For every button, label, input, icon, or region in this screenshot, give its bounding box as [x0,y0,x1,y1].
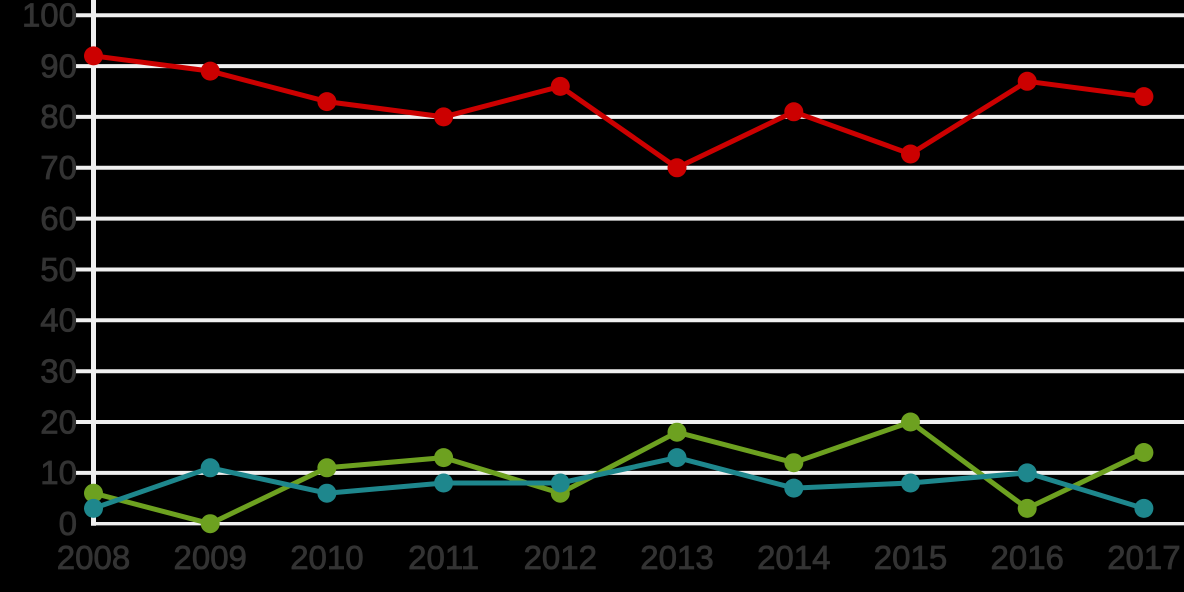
svg-text:40: 40 [40,302,77,339]
svg-text:80: 80 [40,98,77,135]
svg-text:90: 90 [40,47,77,84]
svg-text:2010: 2010 [290,539,363,576]
svg-text:100: 100 [22,0,77,34]
svg-text:30: 30 [40,353,77,390]
svg-text:2011: 2011 [408,539,479,576]
svg-text:20: 20 [40,403,77,440]
svg-text:2009: 2009 [173,539,246,576]
svg-text:2017: 2017 [1107,539,1180,576]
svg-text:2014: 2014 [757,539,830,576]
svg-text:60: 60 [40,200,77,237]
svg-text:0: 0 [59,505,77,542]
svg-text:10: 10 [40,454,77,491]
svg-text:70: 70 [40,149,77,186]
svg-text:2008: 2008 [57,539,130,576]
svg-text:2015: 2015 [874,539,947,576]
svg-text:2016: 2016 [990,539,1063,576]
svg-text:2013: 2013 [640,539,713,576]
svg-text:50: 50 [40,251,77,288]
svg-text:2012: 2012 [524,539,597,576]
